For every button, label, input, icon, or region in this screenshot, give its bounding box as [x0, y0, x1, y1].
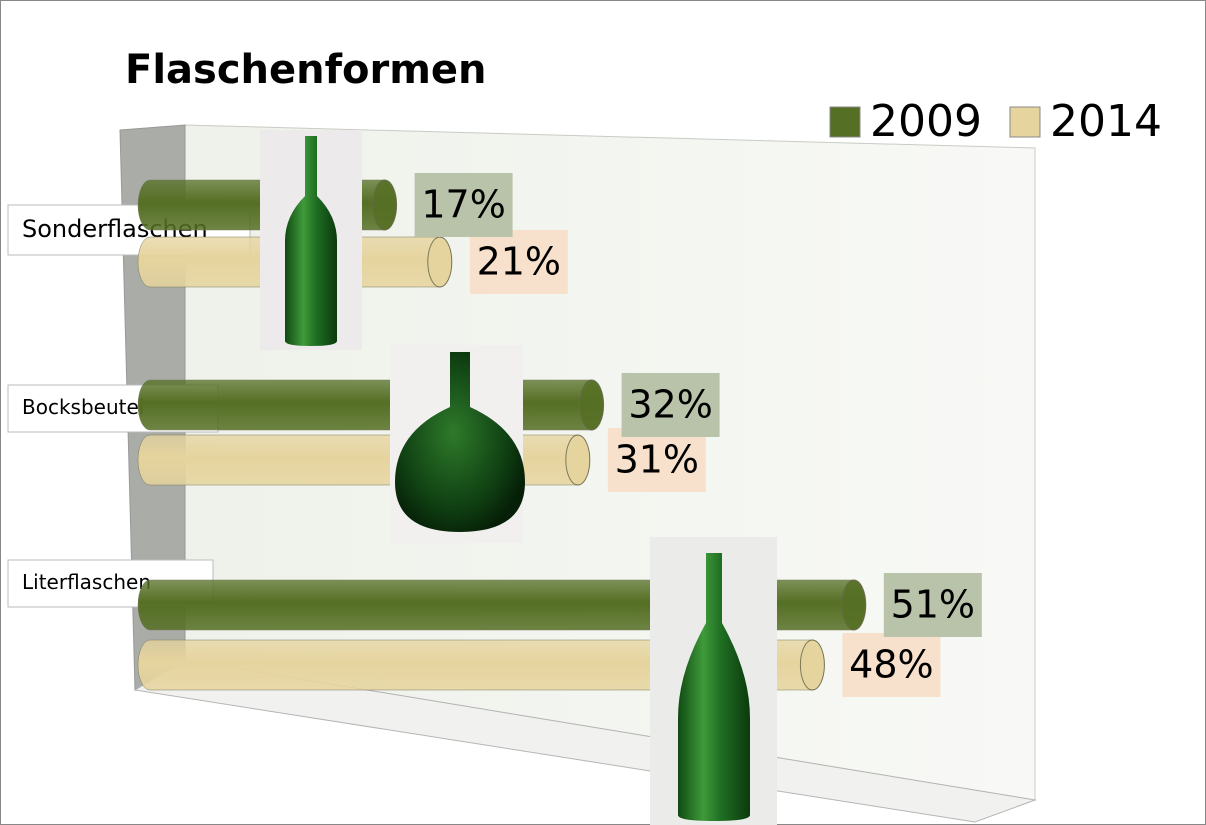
bar: [138, 380, 604, 430]
bar-cap: [566, 435, 590, 485]
legend-swatch: [1010, 107, 1040, 137]
legend-label: 2014: [1050, 96, 1162, 147]
bar-cap: [842, 580, 866, 630]
value-label: 32%: [628, 383, 712, 427]
bar-cap: [428, 237, 452, 287]
bar-cap: [800, 640, 824, 690]
category-label: Bocksbeutel: [22, 395, 144, 419]
legend-swatch: [830, 107, 860, 137]
value-label: 17%: [421, 183, 505, 227]
value-label: 51%: [891, 583, 975, 627]
value-label: 31%: [615, 438, 699, 482]
chart: Flaschenformen Sonderflaschen21%17%Bocks…: [0, 0, 1206, 825]
value-label: 21%: [477, 240, 561, 284]
bar-cap: [580, 380, 604, 430]
value-label: 48%: [849, 643, 933, 687]
legend-label: 2009: [870, 96, 982, 147]
category-label: Literflaschen: [22, 570, 151, 594]
chart-title: Flaschenformen: [125, 47, 487, 93]
bar-cap: [373, 180, 397, 230]
